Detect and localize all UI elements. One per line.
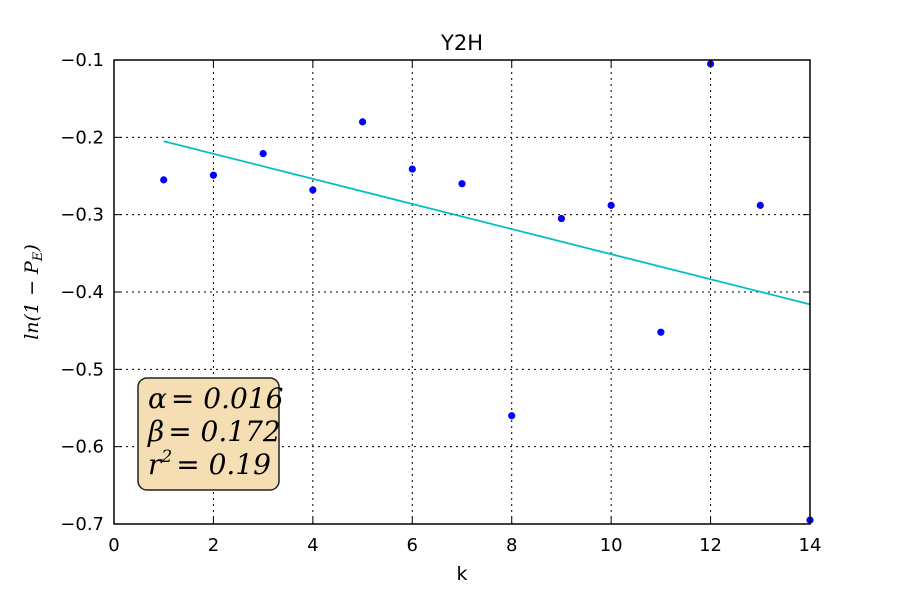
y-axis-label-close: ) — [21, 244, 43, 252]
y-tick-label: −0.4 — [60, 282, 104, 303]
data-point — [309, 186, 317, 194]
y-tick-label: −0.2 — [60, 127, 104, 148]
stat-r-squared: r2 = 0.19 — [148, 447, 271, 481]
data-point — [458, 180, 466, 188]
stats-box-background — [137, 377, 280, 491]
stat-alpha-symbol: α — [148, 382, 167, 415]
x-tick-label: 10 — [600, 535, 623, 556]
stat-r-value: = 0.19 — [176, 448, 271, 481]
x-tick-label: 2 — [208, 535, 219, 556]
x-tick-label: 0 — [108, 535, 119, 556]
data-point — [160, 176, 168, 184]
x-tick-label: 12 — [699, 535, 722, 556]
data-point — [209, 171, 218, 179]
data-point — [358, 118, 367, 126]
fit-line-group — [163, 140, 811, 306]
data-point — [657, 328, 665, 336]
data-point — [259, 149, 267, 158]
data-point — [408, 165, 416, 173]
y-axis-label: ln(1 − PE) — [21, 244, 46, 340]
stat-r-superscript: 2 — [160, 447, 172, 467]
stat-alpha-value: = 0.016 — [171, 382, 284, 415]
stat-beta-value: = 0.172 — [168, 415, 281, 448]
x-tick-label: 4 — [307, 535, 318, 556]
stat-beta: β = 0.172 — [147, 415, 281, 448]
stat-alpha: α = 0.016 — [148, 382, 283, 415]
y-axis-ticks: −0.7 −0.6 −0.5 −0.4 −0.3 −0.2 −0.1 — [60, 50, 810, 535]
y-tick-label: −0.7 — [60, 514, 104, 535]
y-axis-label-subscript: E — [31, 251, 46, 262]
y-tick-label: −0.3 — [60, 205, 104, 226]
y-tick-label: −0.5 — [60, 359, 104, 380]
data-point — [557, 214, 566, 223]
x-axis-ticks: 0 2 4 6 8 10 12 14 — [108, 60, 821, 556]
fit-line — [163, 140, 811, 306]
data-point — [756, 201, 764, 209]
chart-title: Y2H — [440, 31, 483, 55]
x-tick-label: 8 — [506, 535, 517, 556]
x-axis-label: k — [456, 563, 467, 585]
stats-annotation-box: α = 0.016 β = 0.172 r2 = 0.19 — [137, 377, 283, 491]
x-tick-label: 6 — [407, 535, 418, 556]
y-tick-label: −0.6 — [60, 437, 104, 458]
x-tick-label: 14 — [799, 535, 822, 556]
stat-r-symbol: r — [148, 448, 163, 481]
stat-beta-symbol: β — [147, 415, 164, 448]
data-point — [607, 201, 615, 209]
data-point — [508, 412, 516, 420]
y-axis-label-main: ln(1 − P — [21, 260, 43, 340]
y-tick-label: −0.1 — [60, 50, 104, 71]
